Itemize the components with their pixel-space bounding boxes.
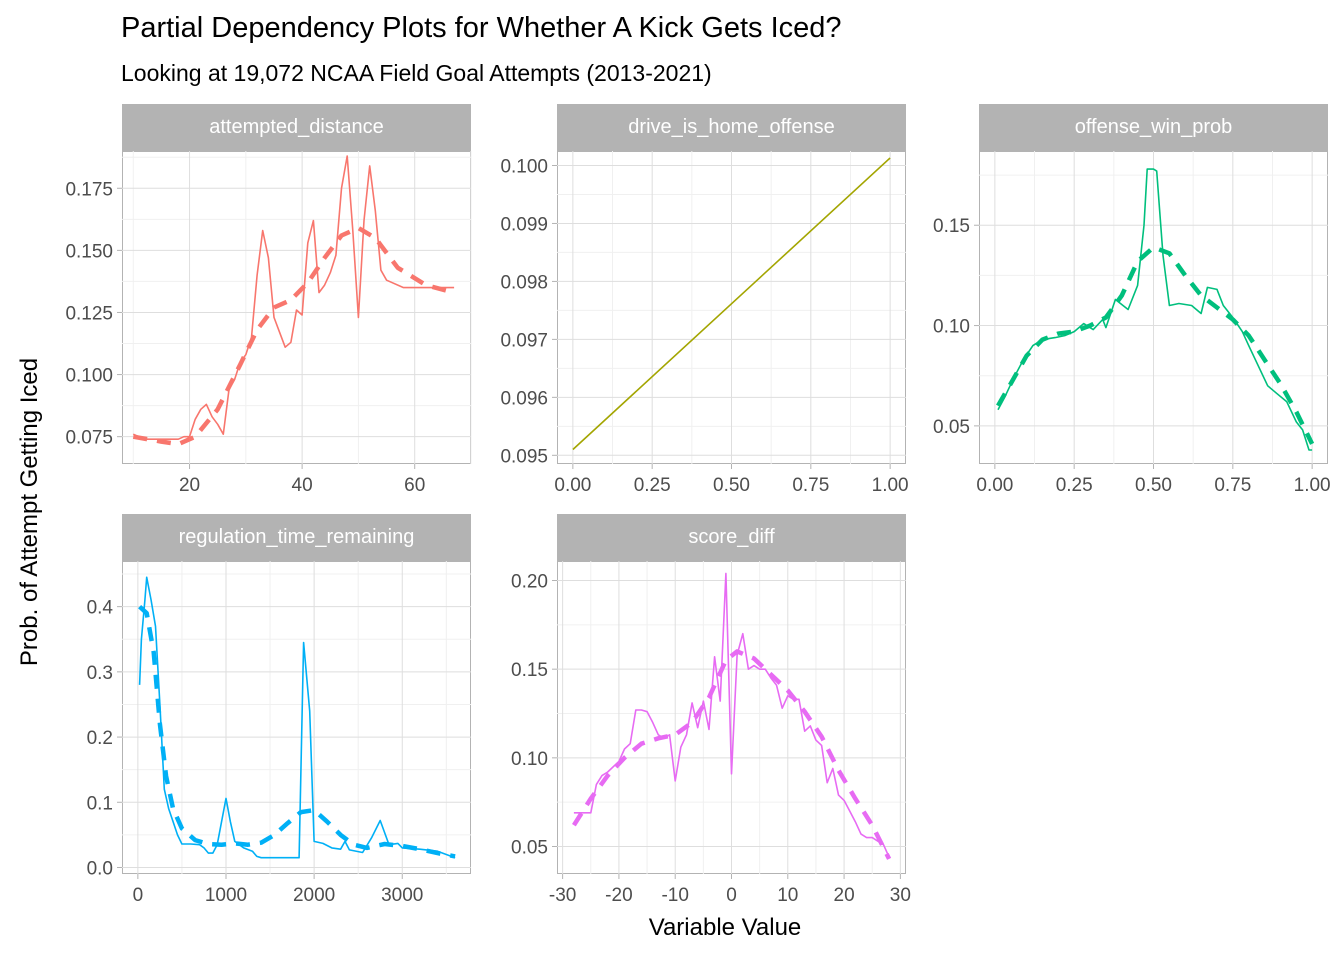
y-tick-label: 0.05 [933, 417, 970, 438]
x-tick-label: 30 [890, 885, 911, 906]
y-tick-label: 0.4 [87, 598, 114, 619]
facet-chart: 20 40 60 0.075 0.100 0.125 0.150 0.175 [65, 151, 472, 496]
pdp-line [573, 572, 890, 858]
y-tick-label: 0.099 [500, 214, 548, 235]
x-tick-label: 1.00 [872, 475, 909, 496]
y-tick-label: 0.100 [65, 366, 113, 387]
y-tick-label: 0.15 [933, 216, 970, 237]
y-tick-label: 0.15 [511, 660, 548, 681]
y-tick-label: 0.2 [87, 728, 113, 749]
y-tick-label: 0.098 [500, 272, 548, 293]
y-axis-label: Prob. of Attempt Getting Iced [16, 357, 43, 667]
facet-chart: 0 1000 2000 3000 0.0 0.1 0.2 0.3 0.4 [87, 561, 471, 906]
y-tick-label: 0.150 [65, 241, 113, 262]
x-tick-label: 0.50 [1135, 475, 1172, 496]
y-tick-label: 0.05 [511, 838, 548, 859]
y-tick-label: 0.096 [500, 388, 548, 409]
pdp-line [572, 157, 891, 451]
x-tick-label: 1000 [205, 885, 247, 906]
facet-chart: 0.00 0.25 0.50 0.75 1.00 0.05 0.10 0.15 [933, 151, 1331, 496]
chart-title: Partial Dependency Plots for Whether A K… [121, 12, 842, 44]
facet-strip: score_diff [557, 514, 906, 561]
x-tick-label: 0.00 [554, 475, 591, 496]
facet-chart: 0.00 0.25 0.50 0.75 1.00 0.095 0.096 0.097 0.098… [500, 151, 909, 496]
x-tick-label: 1.00 [1294, 475, 1331, 496]
smoothed-trend-line [132, 225, 455, 447]
smoothed-trend-line [996, 245, 1315, 445]
facet-chart: -30 -20 -10 0 10 20 30 0.05 0.10 0.15 0.20 [511, 561, 911, 906]
facet-strip: offense_win_prob [979, 104, 1328, 151]
y-tick-label: 0.075 [65, 428, 113, 449]
y-tick-label: 0.20 [511, 572, 548, 593]
y-tick-label: 0.100 [500, 156, 548, 177]
x-tick-label: 3000 [381, 885, 423, 906]
plot-area [122, 151, 471, 464]
facet-strip: attempted_distance [122, 104, 471, 151]
x-tick-label: 40 [292, 475, 313, 496]
x-tick-label: 10 [777, 885, 798, 906]
x-tick-label: 0 [133, 885, 144, 906]
y-tick-label: 0.1 [87, 793, 113, 814]
x-tick-label: 20 [179, 475, 200, 496]
x-axis-label: Variable Value [648, 914, 802, 941]
x-tick-label: 0.25 [1056, 475, 1093, 496]
x-tick-label: 0.50 [713, 475, 750, 496]
facet-strip: drive_is_home_offense [557, 104, 906, 151]
x-tick-label: -20 [605, 885, 632, 906]
y-tick-label: 0.175 [65, 179, 113, 200]
facet-panel-score-diff: score_diff -30 -20 -10 0 10 20 30 0.05 0.10 0.15 0… [511, 514, 911, 906]
x-tick-label: 60 [404, 475, 425, 496]
x-tick-label: 20 [834, 885, 855, 906]
x-tick-label: 0.75 [792, 475, 829, 496]
y-tick-label: 0.10 [933, 317, 970, 338]
pdp-line [138, 576, 456, 859]
pdp-line [997, 168, 1313, 451]
facet-panel-regulation-time-remaining: regulation_time_remaining 0 1000 2000 3000 0… [87, 514, 471, 906]
y-tick-label: 0.10 [511, 749, 548, 770]
x-tick-label: 0 [726, 885, 737, 906]
chart-subtitle: Looking at 19,072 NCAA Field Goal Attemp… [121, 60, 712, 86]
facet-panel-attempted-distance: attempted_distance 20 40 60 0.075 0.100 0.125… [65, 104, 472, 496]
y-tick-label: 0.3 [87, 663, 113, 684]
y-tick-label: 0.125 [65, 303, 113, 324]
facet-panel-drive-is-home-offense: drive_is_home_offense 0.00 0.25 0.50 0.75 1.… [500, 104, 909, 496]
x-tick-label: 0.00 [976, 475, 1013, 496]
x-tick-label: 2000 [293, 885, 335, 906]
y-tick-label: 0.0 [87, 858, 113, 879]
y-tick-label: 0.097 [500, 330, 548, 351]
x-tick-label: -30 [549, 885, 576, 906]
y-tick-label: 0.095 [500, 446, 548, 467]
facet-panel-offense-win-prob: offense_win_prob 0.00 0.25 0.50 0.75 1.00 0.0… [933, 104, 1331, 496]
facet-strip: regulation_time_remaining [122, 514, 471, 561]
x-tick-label: 0.25 [634, 475, 671, 496]
pdp-line [132, 155, 455, 440]
smoothed-trend-line [138, 604, 456, 859]
smoothed-trend-line [572, 649, 892, 860]
x-tick-label: 0.75 [1214, 475, 1251, 496]
x-tick-label: -10 [661, 885, 688, 906]
